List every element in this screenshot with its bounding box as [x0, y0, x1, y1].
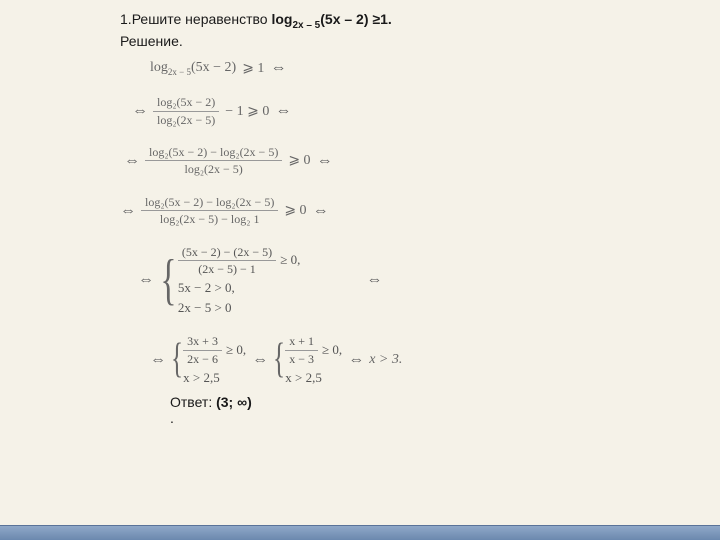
- answer-line: Ответ: (3; ∞) .: [120, 394, 690, 426]
- step4-num: log₂(5x − 2) − log₂(2x − 5): [141, 195, 278, 211]
- step5-row3: 2x − 5 > 0: [178, 300, 300, 316]
- step3-tail: ⩾ 0: [288, 152, 310, 169]
- step6a-system: { 3x + 3 2x − 6 ≥ 0, x > 2,5: [171, 334, 246, 386]
- step2-frac: log₂(5x − 2) log₂(2x − 5): [153, 95, 219, 127]
- step5-row1: (5x − 2) − (2x − 5) (2x − 5) − 1 ≥ 0,: [178, 245, 300, 277]
- step6b-row2: x > 2,5: [285, 370, 342, 386]
- step1-rel: ⩾ 1: [242, 60, 264, 77]
- step6a-iff-l: ⇔: [150, 351, 165, 369]
- step6b-system: { x + 1 x − 3 ≥ 0, x > 2,5: [273, 334, 342, 386]
- step6b-r1-rel: ≥ 0,: [322, 342, 342, 358]
- step5-r1-frac: (5x − 2) − (2x − 5) (2x − 5) − 1: [178, 245, 276, 277]
- step-3: ⇔ log₂(5x − 2) − log₂(2x − 5) log₂(2x − …: [120, 145, 690, 177]
- step1-log-sub: 2x − 5: [168, 67, 191, 77]
- brace-icon: {: [171, 334, 183, 386]
- step2-den: log₂(2x − 5): [153, 112, 219, 127]
- step1-iff: ⇔: [270, 59, 285, 77]
- step1-log: log: [150, 60, 168, 75]
- step3-iff-l: ⇔: [124, 152, 139, 170]
- step6b-body: x + 1 x − 3 ≥ 0, x > 2,5: [285, 334, 342, 386]
- step6b-r1-frac: x + 1 x − 3: [285, 334, 318, 366]
- step5-body: (5x − 2) − (2x − 5) (2x − 5) − 1 ≥ 0, 5x…: [178, 245, 300, 317]
- step-2: ⇔ log₂(5x − 2) log₂(2x − 5) − 1 ⩾ 0 ⇔: [120, 95, 690, 127]
- step5-system: { (5x − 2) − (2x − 5) (2x − 5) − 1 ≥ 0, …: [159, 245, 300, 317]
- problem-statement: 1.Решите неравенство log2x – 5(5x – 2) ≥…: [120, 10, 690, 51]
- step3-den: log₂(2x − 5): [145, 161, 282, 176]
- step6a-body: 3x + 3 2x − 6 ≥ 0, x > 2,5: [183, 334, 246, 386]
- step4-iff-l: ⇔: [120, 202, 135, 220]
- step3-iff-r: ⇔: [317, 152, 332, 170]
- step5-r1-den: (2x − 5) − 1: [178, 261, 276, 276]
- footer-bar: [0, 525, 720, 540]
- step6-final: x > 3.: [369, 352, 402, 368]
- step6b-r1-num: x + 1: [285, 334, 318, 350]
- solution-label: Решение.: [120, 33, 183, 49]
- step5-row2: 5x − 2 > 0,: [178, 280, 300, 296]
- step4-iff-r: ⇔: [313, 202, 328, 220]
- step6a-row2: x > 2,5: [183, 370, 246, 386]
- answer-dot: .: [170, 410, 174, 426]
- step4-den: log₂(2x − 5) − log₂ 1: [141, 211, 278, 226]
- step6a-r1-frac: 3x + 3 2x − 6: [183, 334, 222, 366]
- step5-r1-rel: ≥ 0,: [280, 252, 300, 268]
- step6b-iff-r: ⇔: [348, 351, 363, 369]
- step2-tail: − 1 ⩾ 0: [225, 103, 269, 120]
- step2-iff-r: ⇔: [275, 102, 290, 120]
- step6a-r1-rel: ≥ 0,: [226, 342, 246, 358]
- step1-lhs: log2x − 5(5x − 2): [150, 60, 236, 77]
- problem-log-tail: (5x – 2) ≥1.: [320, 11, 392, 27]
- problem-log-sub: 2x – 5: [292, 20, 320, 31]
- step6a-row1: 3x + 3 2x − 6 ≥ 0,: [183, 334, 246, 366]
- step-4: ⇔ log₂(5x − 2) − log₂(2x − 5) log₂(2x − …: [120, 195, 690, 227]
- brace-icon: {: [160, 245, 176, 317]
- step6a-r1-num: 3x + 3: [183, 334, 222, 350]
- problem-prompt: Решите неравенство: [132, 11, 272, 27]
- problem-number: 1.: [120, 11, 132, 27]
- step3-frac: log₂(5x − 2) − log₂(2x − 5) log₂(2x − 5): [145, 145, 282, 177]
- step5-iff-r: ⇔: [366, 271, 381, 289]
- brace-icon: {: [273, 334, 285, 386]
- problem-log: log: [271, 11, 292, 27]
- slide-page: 1.Решите неравенство log2x – 5(5x – 2) ≥…: [0, 0, 720, 540]
- step-6: ⇔ { 3x + 3 2x − 6 ≥ 0, x > 2,5 ⇔ {: [120, 334, 690, 386]
- step5-iff-l: ⇔: [138, 271, 153, 289]
- step1-log-arg: (5x − 2): [191, 60, 236, 75]
- step2-num: log₂(5x − 2): [153, 95, 219, 111]
- step6a-r1-den: 2x − 6: [183, 351, 222, 366]
- step5-r1-num: (5x − 2) − (2x − 5): [178, 245, 276, 261]
- step4-tail: ⩾ 0: [284, 202, 306, 219]
- step6b-row1: x + 1 x − 3 ≥ 0,: [285, 334, 342, 366]
- step-1: log2x − 5(5x − 2) ⩾ 1 ⇔: [120, 59, 690, 77]
- step6b-r1-den: x − 3: [285, 351, 318, 366]
- answer-label: Ответ:: [170, 394, 216, 410]
- step2-iff-l: ⇔: [132, 102, 147, 120]
- answer-value: (3; ∞): [216, 394, 252, 410]
- step4-frac: log₂(5x − 2) − log₂(2x − 5) log₂(2x − 5)…: [141, 195, 278, 227]
- step-5: ⇔ { (5x − 2) − (2x − 5) (2x − 5) − 1 ≥ 0…: [120, 245, 690, 317]
- step6a-iff-r: ⇔: [252, 351, 267, 369]
- step3-num: log₂(5x − 2) − log₂(2x − 5): [145, 145, 282, 161]
